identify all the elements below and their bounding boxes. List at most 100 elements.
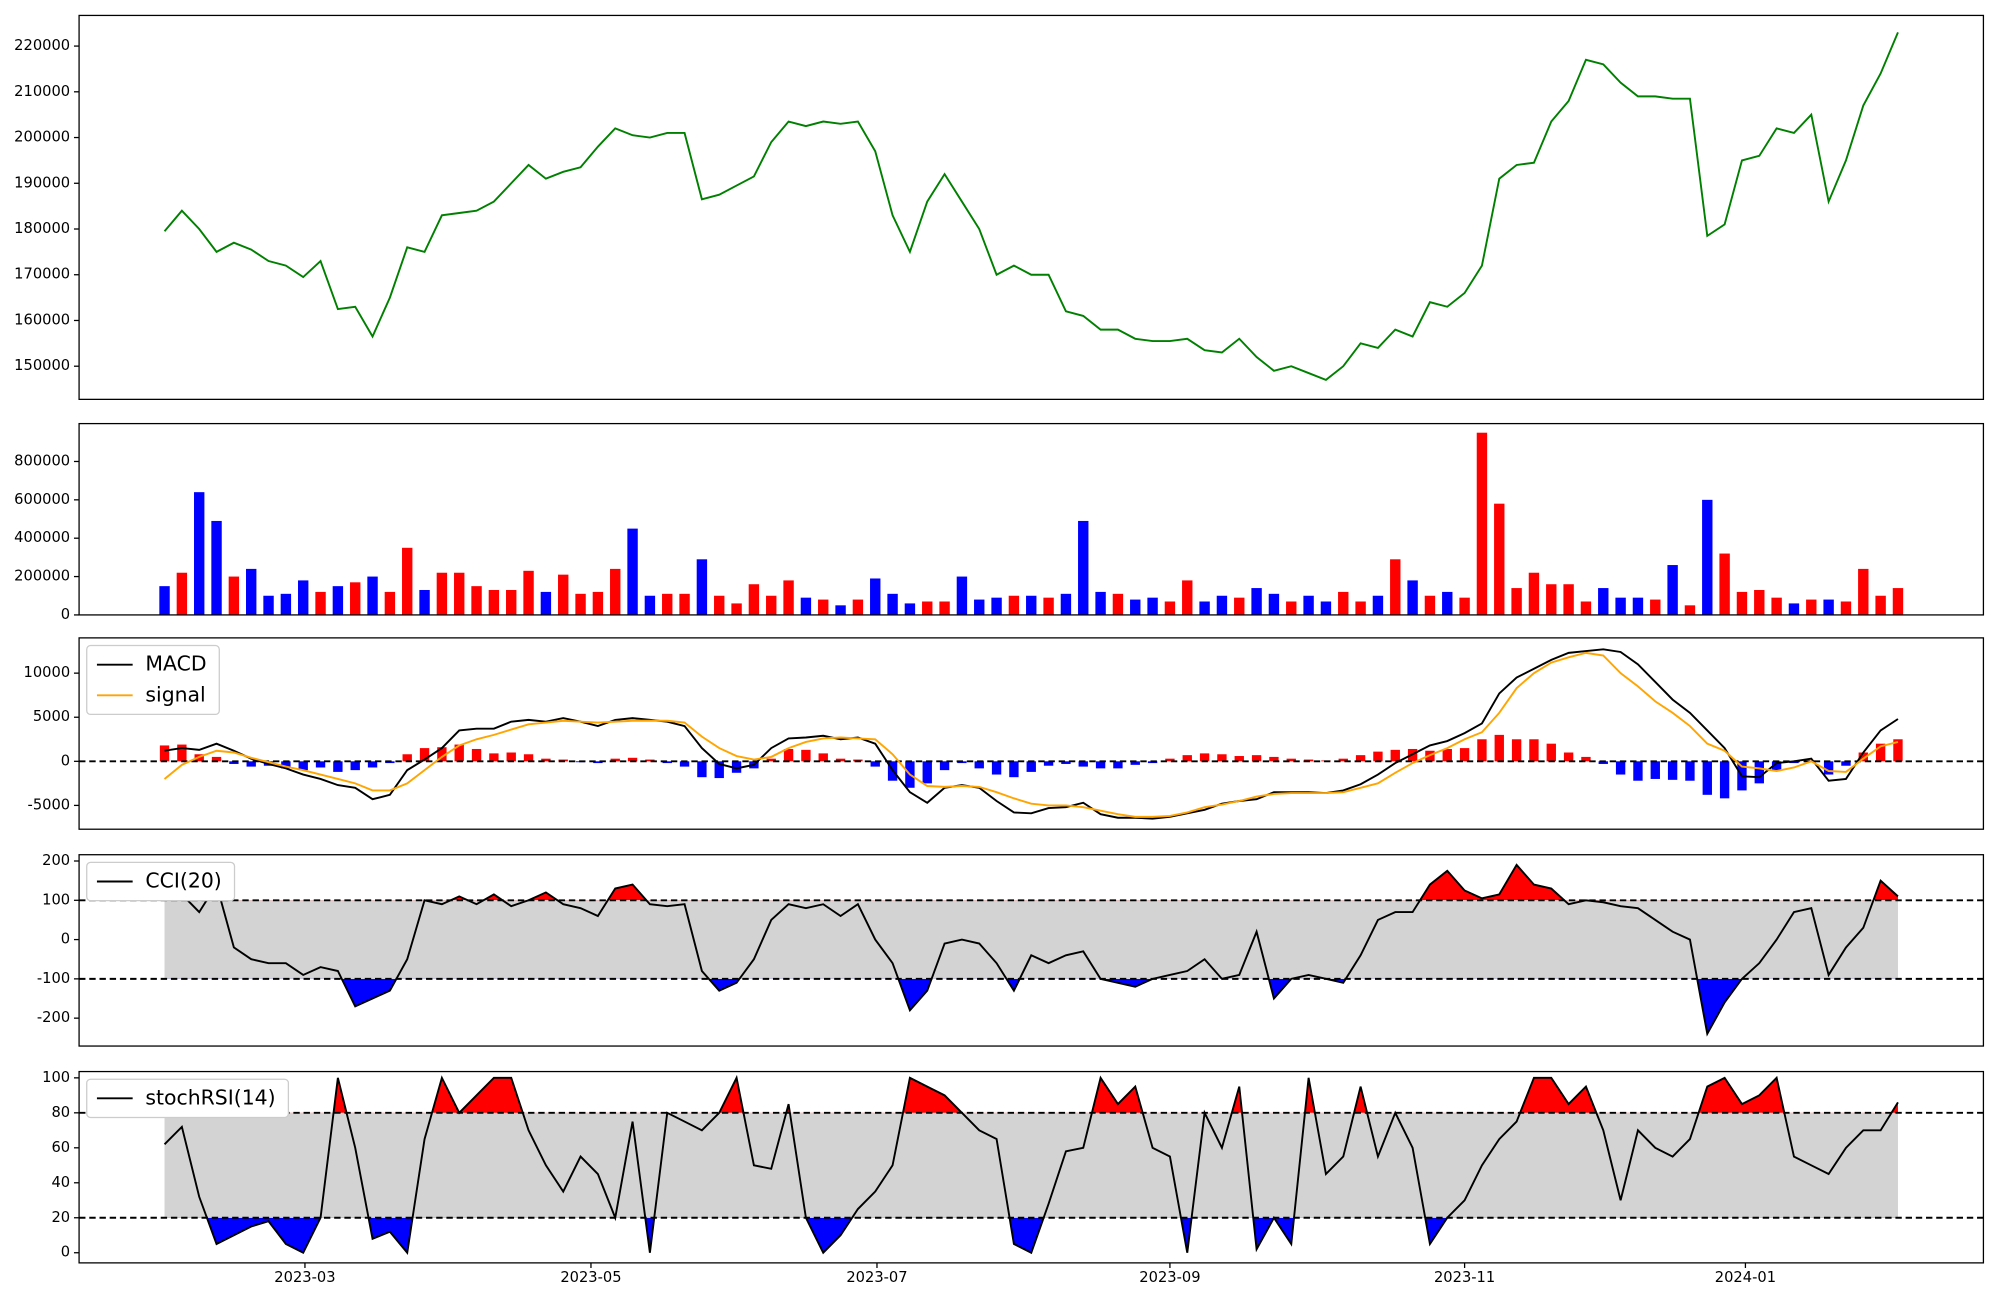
histogram-bar <box>1858 752 1868 762</box>
frame <box>78 1070 1985 1264</box>
histogram-bar <box>177 744 187 762</box>
histogram-bar <box>246 761 256 767</box>
histogram-bar <box>281 761 291 769</box>
bar <box>1684 605 1696 615</box>
bar <box>1771 597 1782 615</box>
bar <box>1372 595 1384 615</box>
histogram-bar <box>610 758 620 762</box>
y-tick-label: 5000 <box>33 708 70 725</box>
bar <box>1875 595 1886 615</box>
bar <box>176 572 188 615</box>
bar <box>1858 568 1869 615</box>
bar <box>315 591 326 615</box>
histogram-bar <box>1009 761 1019 778</box>
y-tick-label: -5000 <box>28 796 71 813</box>
bar <box>194 492 205 615</box>
x-tick-label: 2023-05 <box>560 1269 621 1286</box>
below-fill <box>164 978 1898 1034</box>
bar <box>991 597 1002 615</box>
histogram-bar <box>454 744 464 762</box>
bar <box>1234 597 1245 615</box>
histogram-bar <box>1667 761 1678 780</box>
y-tick-label: 0 <box>61 752 70 769</box>
y-tick-label: 200 <box>42 852 70 869</box>
bar <box>1286 601 1297 615</box>
bar <box>696 559 708 615</box>
bar <box>1511 588 1522 615</box>
bar <box>1840 601 1852 615</box>
histogram-bar <box>298 761 308 771</box>
y-tick-label: 100 <box>42 891 70 908</box>
line <box>163 1074 1899 1255</box>
histogram-bar <box>1355 755 1366 762</box>
bar <box>1528 572 1540 615</box>
bar <box>1147 597 1158 615</box>
bar <box>956 576 968 615</box>
y-tick-label: 40 <box>51 1174 70 1191</box>
panel <box>159 432 1904 615</box>
bar <box>436 572 448 615</box>
bar <box>1112 593 1124 615</box>
bar <box>1251 588 1262 615</box>
y-tick-label: 170000 <box>14 266 70 283</box>
bar <box>1580 601 1592 615</box>
y-tick-label: 150000 <box>14 357 70 374</box>
band <box>164 900 1898 979</box>
histogram-bar <box>1217 754 1227 762</box>
y-tick-label: 60 <box>51 1139 70 1156</box>
histogram-bar <box>1338 758 1348 762</box>
bar <box>1442 591 1453 615</box>
histogram-bar <box>1234 756 1244 762</box>
bar <box>211 520 222 615</box>
bar <box>246 568 257 615</box>
histogram-bar <box>1043 761 1054 766</box>
bar <box>384 591 396 615</box>
y-tick-label: 200000 <box>14 568 70 585</box>
bar <box>922 601 933 615</box>
bar <box>350 582 361 615</box>
bar <box>939 601 950 615</box>
y-tick-label: -200 <box>37 1009 70 1026</box>
bar <box>870 578 881 615</box>
bar <box>731 603 742 615</box>
histogram-bar <box>939 761 950 771</box>
bar <box>662 593 673 615</box>
bar <box>1407 580 1418 615</box>
y-tick-label: 210000 <box>14 83 70 100</box>
bar <box>471 586 482 615</box>
histogram-bar <box>870 761 880 767</box>
bar <box>1719 553 1730 615</box>
bar <box>367 576 378 615</box>
bar <box>1060 593 1072 615</box>
histogram-bar <box>333 761 343 772</box>
y-tick-label: 20 <box>51 1209 70 1226</box>
histogram-bar <box>1390 749 1400 762</box>
frame <box>78 422 1985 616</box>
bar <box>1546 584 1557 615</box>
histogram-bar <box>1373 751 1383 762</box>
histogram-bar <box>1286 758 1296 762</box>
bar <box>1303 595 1314 615</box>
histogram-bar <box>991 761 1002 775</box>
y-tick-label: 800000 <box>14 452 70 469</box>
bar <box>1892 588 1904 615</box>
x-tick-label: 2024-01 <box>1715 1269 1776 1286</box>
bar <box>1754 589 1765 615</box>
histogram-bar <box>367 761 378 768</box>
histogram-bar <box>801 749 811 762</box>
y-tick-label: 220000 <box>14 37 70 54</box>
y-tick-label: -100 <box>37 970 70 987</box>
histogram-bar <box>1893 739 1903 762</box>
bar <box>1268 593 1280 615</box>
x-tick-label: 2023-09 <box>1139 1269 1200 1286</box>
bar <box>974 599 985 615</box>
band <box>164 1112 1898 1218</box>
y-tick-label: 200000 <box>14 129 70 146</box>
bar <box>488 589 500 615</box>
bar <box>835 605 846 615</box>
histogram-bar <box>211 756 222 762</box>
line <box>163 651 1899 818</box>
bar <box>818 599 829 615</box>
bar <box>506 589 517 615</box>
histogram-bar <box>419 748 430 762</box>
